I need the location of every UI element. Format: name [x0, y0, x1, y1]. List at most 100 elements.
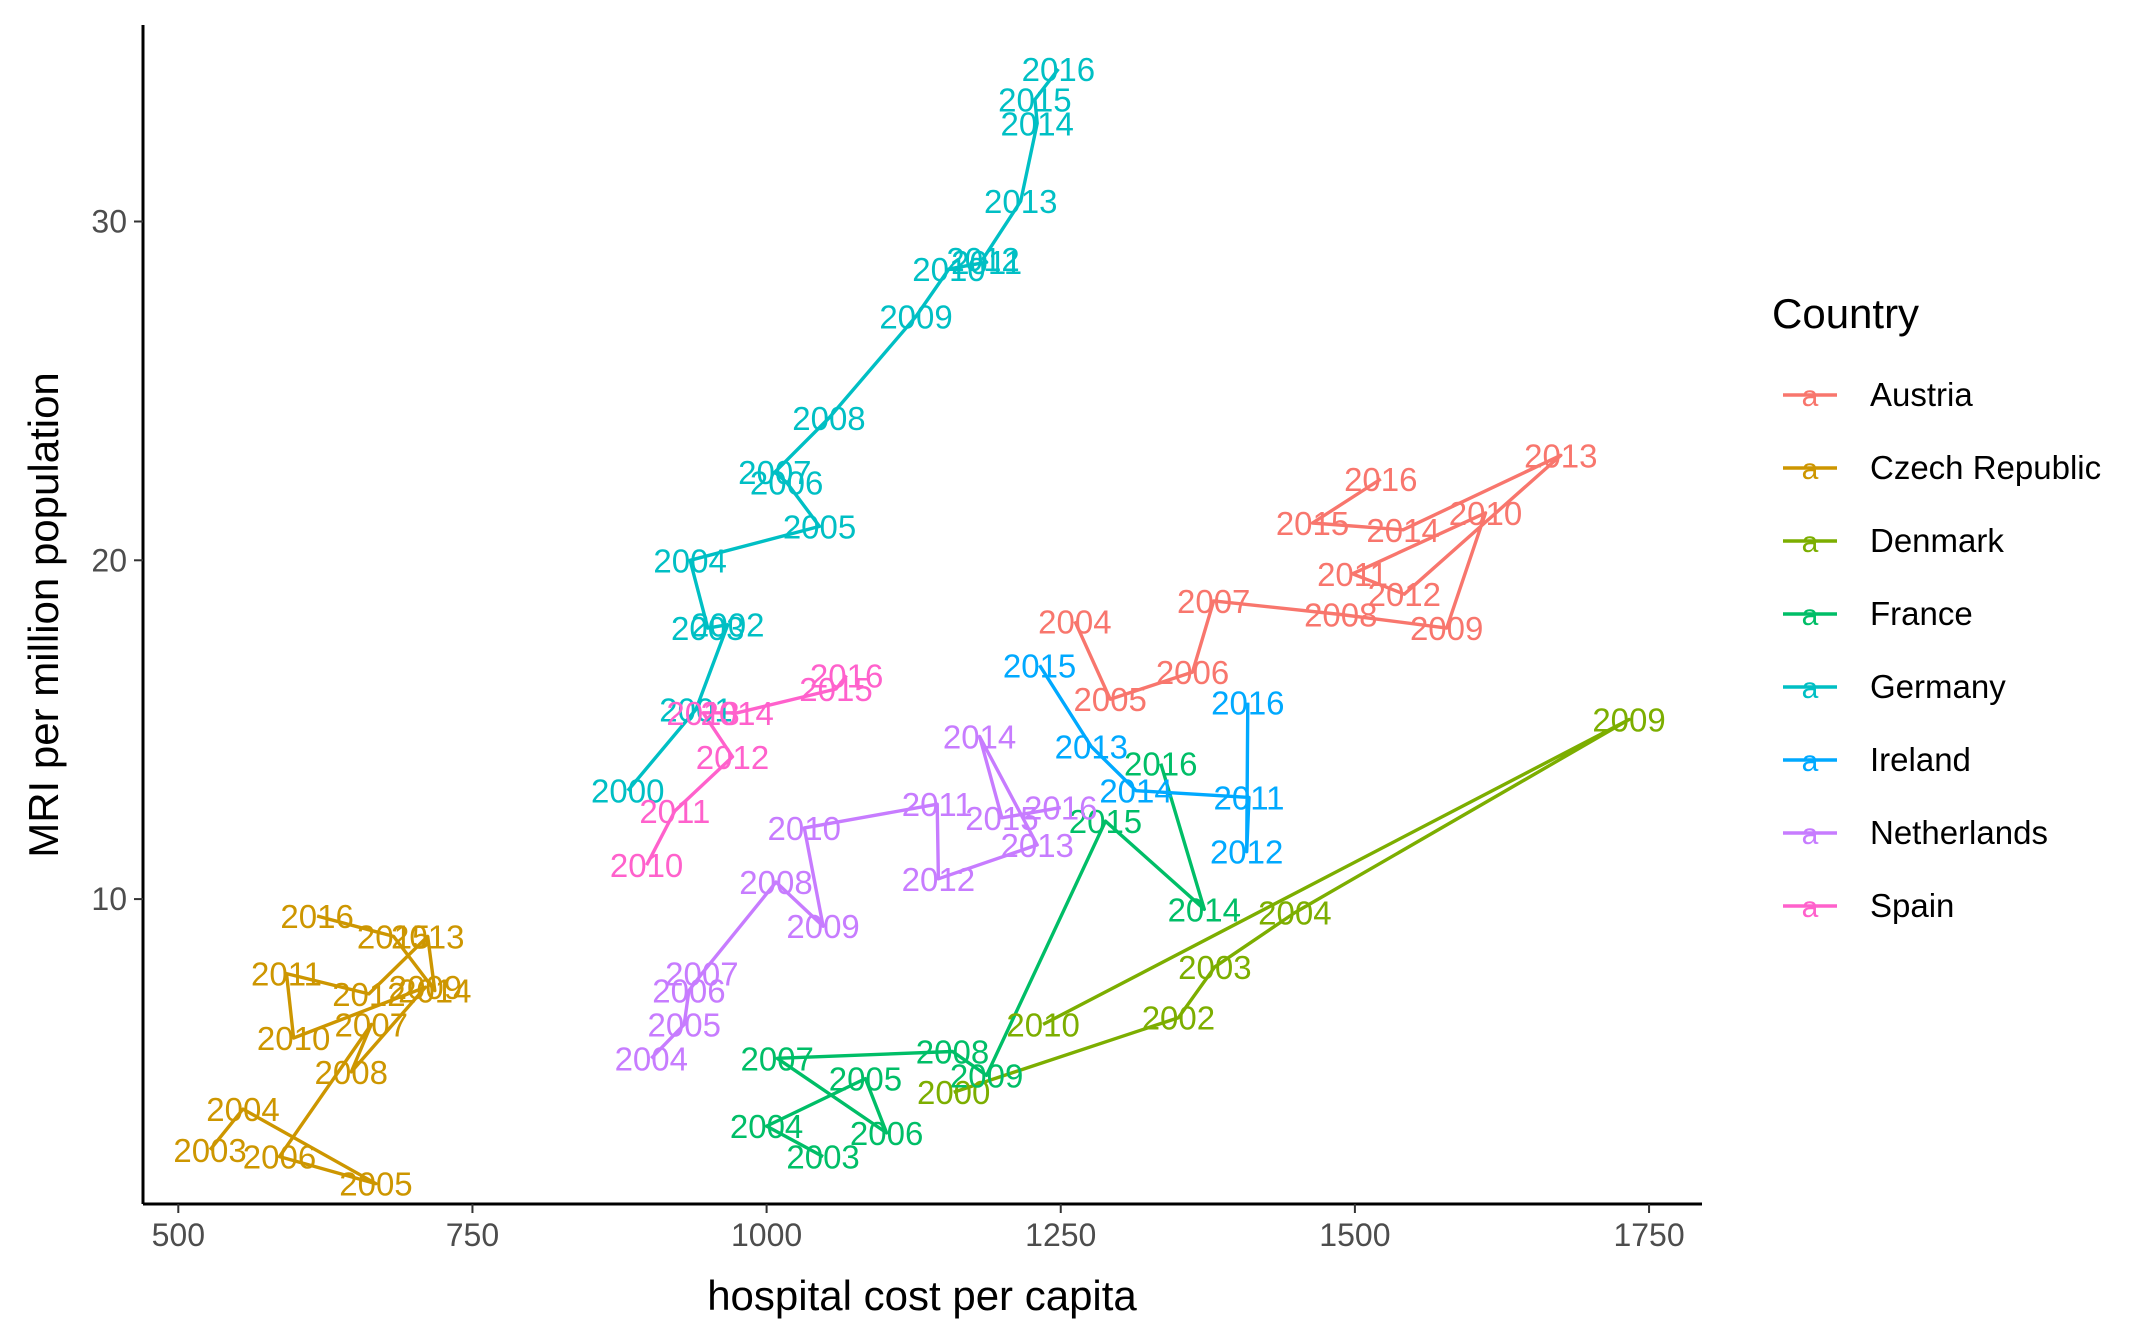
year-label-czech-republic: 2011: [251, 956, 322, 993]
x-ticks: 500 750 1000 1250 1500 1750: [152, 1204, 1685, 1253]
series-line-austria: [1073, 453, 1563, 701]
year-label-austria: 2016: [1344, 461, 1417, 498]
x-axis-title: hospital cost per capita: [707, 1272, 1137, 1319]
year-label-czech-republic: 2005: [339, 1166, 412, 1203]
year-label-germany: 2008: [792, 400, 865, 437]
year-label-france: 2005: [829, 1061, 902, 1098]
year-label-czech-republic: 2015: [357, 918, 430, 955]
legend-key-glyph: a: [1802, 891, 1819, 924]
legend-label-austria: Austria: [1870, 376, 1973, 413]
year-label-spain: 2010: [610, 847, 683, 884]
year-label-austria: 2010: [1449, 495, 1522, 532]
year-label-austria: 2011: [1317, 556, 1388, 593]
legend-key-glyph: a: [1802, 672, 1819, 705]
year-label-ireland: 2014: [1099, 773, 1172, 810]
year-label-czech-republic: 2010: [257, 1020, 330, 1057]
year-label-france: 2003: [786, 1139, 859, 1176]
year-label-germany: 2012: [946, 241, 1019, 278]
year-label-denmark: 2004: [1258, 895, 1331, 932]
year-label-netherlands: 2007: [665, 956, 738, 993]
series-line-france: [764, 763, 1207, 1159]
year-label-netherlands: 2008: [739, 864, 812, 901]
year-label-czech-republic: 2013: [391, 918, 464, 955]
year-label-netherlands: 2013: [1001, 827, 1074, 864]
year-label-austria: 2008: [1304, 597, 1377, 634]
year-label-germany: 2009: [879, 298, 952, 335]
legend-label-ireland: Ireland: [1870, 741, 1971, 778]
year-label-denmark: 2009: [1592, 702, 1665, 739]
year-label-spain: 2013: [666, 695, 739, 732]
x-tick-label: 1750: [1613, 1217, 1684, 1253]
legend-key-glyph: a: [1802, 526, 1819, 559]
year-label-netherlands: 2009: [786, 908, 859, 945]
series-line-ireland: [1038, 664, 1251, 854]
year-label-germany: 2004: [653, 542, 726, 579]
year-label-spain: 2012: [696, 739, 769, 776]
y-axis-title: MRI per million population: [20, 372, 67, 858]
year-label-germany: 2007: [738, 454, 811, 491]
plot-lines: [208, 67, 1631, 1186]
legend-label-germany: Germany: [1870, 668, 2006, 705]
year-label-germany: 2010: [912, 251, 985, 288]
x-tick-label: 1000: [731, 1217, 802, 1253]
year-label-czech-republic: 2009: [389, 969, 462, 1006]
year-label-denmark: 2002: [1142, 1000, 1215, 1037]
year-label-germany: 2005: [783, 508, 856, 545]
legend-key-glyph: a: [1802, 599, 1819, 632]
year-label-germany: 2001: [659, 691, 732, 728]
legend-key-glyph: a: [1802, 745, 1819, 778]
legend-key-glyph: a: [1802, 380, 1819, 413]
year-label-netherlands: 2016: [1024, 790, 1097, 827]
x-tick-label: 500: [152, 1217, 205, 1253]
year-label-spain: 2011: [639, 793, 710, 830]
year-label-france: 2016: [1124, 746, 1197, 783]
y-tick-label: 30: [91, 204, 127, 240]
legend-key-glyph: a: [1802, 453, 1819, 486]
year-label-netherlands: 2010: [768, 810, 841, 847]
legend-label-spain: Spain: [1870, 887, 1954, 924]
year-label-netherlands: 2006: [652, 973, 725, 1010]
year-label-ireland: 2012: [1210, 834, 1283, 871]
year-label-denmark: 2010: [1006, 1006, 1079, 1043]
legend-label-denmark: Denmark: [1870, 522, 2004, 559]
year-label-ireland: 2015: [1003, 647, 1076, 684]
year-label-germany: 2015: [998, 82, 1071, 119]
y-tick-label: 20: [91, 542, 127, 578]
year-label-ireland: 2013: [1055, 729, 1128, 766]
year-label-austria: 2006: [1156, 654, 1229, 691]
year-label-germany: 2014: [1001, 105, 1074, 142]
legend-key-glyph: a: [1802, 818, 1819, 851]
year-label-austria: 2009: [1410, 610, 1483, 647]
series-line-denmark: [953, 717, 1631, 1094]
year-label-netherlands: 2004: [615, 1040, 688, 1077]
year-label-netherlands: 2012: [902, 861, 975, 898]
year-label-austria: 2013: [1524, 437, 1597, 474]
legend-items: a Austria a Czech Republic a Denmark a France a G…: [1783, 376, 2101, 924]
axes: 500 750 1000 1250 1500 1750 10 20 30: [91, 25, 1702, 1253]
year-label-austria: 2005: [1073, 681, 1146, 718]
x-tick-label: 750: [446, 1217, 499, 1253]
year-label-netherlands: 2015: [965, 800, 1038, 837]
legend-title: Country: [1772, 290, 1919, 337]
year-label-spain: 2016: [810, 657, 883, 694]
year-label-denmark: 2000: [917, 1074, 990, 1111]
x-tick-label: 1250: [1025, 1217, 1096, 1253]
year-label-austria: 2007: [1177, 583, 1250, 620]
legend-label-france: France: [1870, 595, 1973, 632]
year-label-czech-republic: 2012: [332, 976, 405, 1013]
year-label-germany: 2000: [591, 773, 664, 810]
year-label-czech-republic: 2014: [398, 973, 471, 1010]
legend-label-netherlands: Netherlands: [1870, 814, 2048, 851]
year-label-germany: 2016: [1022, 51, 1095, 88]
year-label-ireland: 2016: [1211, 685, 1284, 722]
x-tick-label: 1500: [1319, 1217, 1390, 1253]
year-label-france: 2015: [1069, 803, 1142, 840]
series-line-czech-republic: [208, 914, 437, 1186]
legend-label-czech-republic: Czech Republic: [1870, 449, 2101, 486]
year-label-netherlands: 2011: [902, 786, 973, 823]
series-line-germany: [626, 67, 1060, 792]
year-label-czech-republic: 2016: [280, 898, 353, 935]
